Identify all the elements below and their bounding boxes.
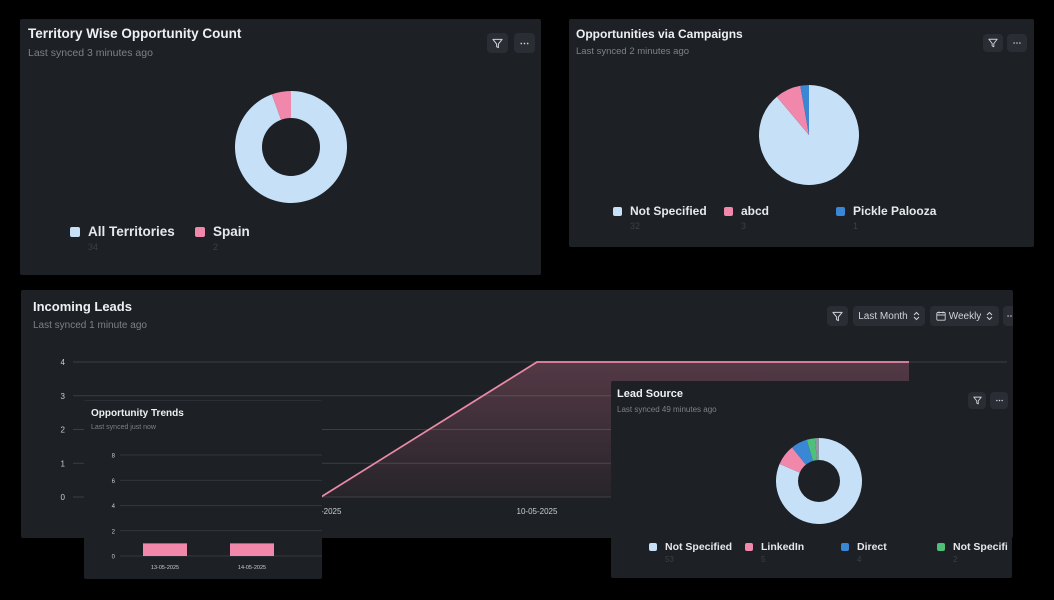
filter-button[interactable] xyxy=(827,306,848,326)
interval-select-value: Weekly xyxy=(948,310,982,322)
legend-item[interactable]: abcd 3 xyxy=(724,204,769,231)
more-button[interactable] xyxy=(1003,306,1013,326)
legend-label: Not Specifi xyxy=(953,541,1008,553)
filter-icon xyxy=(492,38,503,48)
legend-count: 53 xyxy=(665,555,674,564)
filter-button[interactable] xyxy=(983,34,1003,52)
bar[interactable] xyxy=(230,543,274,556)
territory-donut-chart xyxy=(235,91,347,203)
legend-swatch xyxy=(195,226,205,237)
opportunity-trends-bar-chart: 0 2 4 6 8 13-05-2025 14-05-2025 xyxy=(112,454,322,571)
legend-item[interactable]: All Territories 34 xyxy=(70,224,175,252)
legend-swatch xyxy=(70,226,80,237)
legend-swatch xyxy=(841,543,849,551)
legend-item[interactable]: Not Specified 53 xyxy=(649,541,732,564)
pie-slice[interactable] xyxy=(776,85,809,135)
legend-swatch xyxy=(745,543,753,551)
interval-select[interactable]: Weekly xyxy=(930,306,999,326)
legend-label: Direct xyxy=(857,541,887,553)
y-tick-label: 8 xyxy=(112,454,116,460)
chevron-updown-icon xyxy=(913,311,920,321)
filter-icon xyxy=(988,38,998,48)
y-tick-label: 4 xyxy=(61,358,66,367)
legend-label: abcd xyxy=(741,204,770,218)
legend-item[interactable]: Direct 4 xyxy=(841,541,887,564)
legend-count: 3 xyxy=(741,221,747,231)
campaigns-card: Opportunities via Campaigns Last synced … xyxy=(569,19,1034,247)
legend-label: All Territories xyxy=(88,224,175,239)
card-subtitle: Last synced 2 minutes ago xyxy=(576,46,690,57)
legend-swatch xyxy=(613,206,622,216)
card-title: Incoming Leads xyxy=(33,299,132,314)
x-tick-label: 13-05-2025 xyxy=(151,565,179,571)
range-select-value: Last Month xyxy=(858,310,908,322)
legend-count: 1 xyxy=(853,221,859,231)
legend-count: 32 xyxy=(630,221,641,231)
territory-card: Territory Wise Opportunity Count Last sy… xyxy=(20,19,541,275)
more-icon xyxy=(520,42,529,44)
legend-swatch xyxy=(649,543,657,551)
legend-swatch xyxy=(836,206,845,216)
legend-swatch xyxy=(724,206,733,216)
x-tick-label: 14-05-2025 xyxy=(238,565,266,571)
chevron-updown-icon xyxy=(986,311,993,321)
legend-item[interactable]: Not Specified 32 xyxy=(613,204,707,231)
y-tick-label: 6 xyxy=(112,479,116,485)
legend-label: Not Specified xyxy=(630,204,707,218)
filter-icon xyxy=(832,311,843,321)
legend-item[interactable]: LinkedIn 5 xyxy=(745,541,804,564)
x-tick-label: 10-05-2025 xyxy=(517,507,558,516)
filter-icon xyxy=(972,396,982,405)
filter-button[interactable] xyxy=(968,392,986,409)
legend-label: Not Specified xyxy=(665,541,733,553)
donut-hole xyxy=(798,460,840,502)
pie-slice[interactable] xyxy=(800,85,809,135)
y-tick-label: 3 xyxy=(61,392,66,401)
y-tick-label: 2 xyxy=(61,426,66,435)
legend-label: LinkedIn xyxy=(761,541,805,553)
y-tick-label: 4 xyxy=(112,504,116,510)
legend-count: 34 xyxy=(88,242,99,252)
card-title: Lead Source xyxy=(617,388,684,400)
legend-label: Spain xyxy=(213,224,250,239)
card-subtitle: Last synced 1 minute ago xyxy=(33,320,147,331)
card-title: Opportunities via Campaigns xyxy=(576,27,743,41)
donut-hole xyxy=(262,118,320,176)
legend-label: Pickle Palooza xyxy=(853,204,937,218)
legend-item[interactable]: Spain 2 xyxy=(195,224,250,252)
card-subtitle: Last synced 3 minutes ago xyxy=(28,47,153,59)
more-icon xyxy=(1013,42,1021,44)
card-title: Opportunity Trends xyxy=(91,408,184,419)
card-subtitle: Last synced just now xyxy=(91,424,156,431)
more-button[interactable] xyxy=(990,392,1008,409)
more-button[interactable] xyxy=(514,33,535,53)
campaigns-pie-chart xyxy=(759,85,859,185)
more-icon xyxy=(995,399,1003,402)
legend-item[interactable]: Not Specifi 2 xyxy=(937,541,1008,564)
legend-count: 4 xyxy=(857,555,862,564)
legend-count: 5 xyxy=(761,555,766,564)
y-tick-label: 2 xyxy=(112,529,116,535)
more-button[interactable] xyxy=(1007,34,1027,52)
lead-source-donut-chart xyxy=(776,438,862,524)
range-select[interactable]: Last Month xyxy=(853,306,925,326)
card-subtitle: Last synced 49 minutes ago xyxy=(617,405,717,414)
legend-count: 2 xyxy=(213,242,219,252)
y-tick-label: 0 xyxy=(61,493,66,502)
opportunity-trends-card: Opportunity Trends Last synced just now … xyxy=(84,400,322,579)
y-tick-label: 0 xyxy=(112,555,116,561)
legend-item[interactable]: Pickle Palooza 1 xyxy=(836,204,936,231)
y-tick-label: 1 xyxy=(61,459,66,468)
legend-swatch xyxy=(937,543,945,551)
filter-button[interactable] xyxy=(487,33,508,53)
legend-count: 2 xyxy=(953,555,958,564)
bar[interactable] xyxy=(143,543,187,556)
more-icon xyxy=(1007,315,1012,317)
card-title: Territory Wise Opportunity Count xyxy=(28,26,242,41)
calendar-icon xyxy=(936,311,946,321)
lead-source-card: Lead Source Last synced 49 minutes ago N… xyxy=(611,381,1012,578)
